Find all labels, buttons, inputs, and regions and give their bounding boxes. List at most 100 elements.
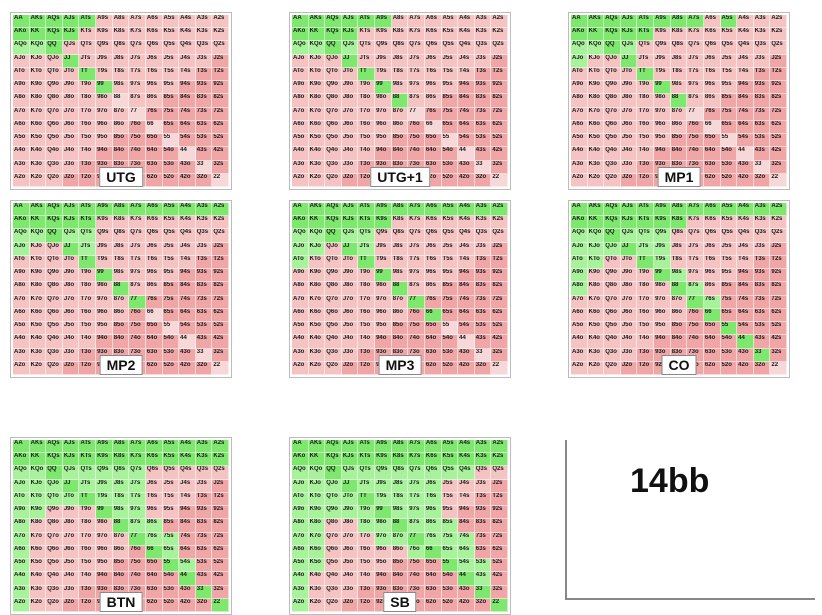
hand-label: 76s — [704, 295, 715, 302]
hand-cell: 94s — [179, 81, 196, 95]
hand-label: 72s — [492, 532, 503, 539]
hand-label: 65o — [146, 134, 158, 141]
hand-label: Q6s — [146, 229, 159, 236]
hand-cell: 52s — [212, 134, 229, 148]
hand-label: KTo — [30, 255, 42, 262]
hand-cell: 66 — [424, 120, 442, 135]
hand-cell: 22 — [491, 173, 508, 187]
hand-label: J8s — [113, 54, 124, 61]
hand-cell: 87o — [112, 532, 130, 546]
hand-cell: KQo — [587, 229, 605, 243]
hand-label: QTo — [47, 255, 59, 262]
hand-cell: 32s — [491, 160, 508, 174]
hand-cell: KTs — [79, 453, 97, 467]
hand-cell: K2s — [212, 216, 229, 230]
hand-label: K8o — [309, 519, 321, 526]
hand-label: KK — [309, 28, 319, 35]
hand-label: QJo — [47, 54, 59, 61]
hand-cell: 82s — [770, 282, 787, 296]
hand-cell: JJ — [62, 242, 80, 256]
hand-label: J8s — [392, 242, 403, 249]
hand-cell: J5o — [62, 559, 80, 573]
hand-cell: A9o — [292, 506, 309, 520]
hand-cell: AQs — [325, 203, 342, 217]
hand-label: 62o — [425, 173, 437, 180]
hand-cell: 22 — [491, 598, 508, 612]
hand-cell: Q5s — [720, 41, 738, 55]
hand-cell: T3s — [474, 67, 492, 82]
hand-label: A3s — [475, 440, 487, 446]
hand-cell: T6s — [703, 255, 721, 270]
hand-cell: 73s — [195, 107, 213, 121]
hand-label: J7s — [130, 242, 141, 249]
hand-cell: A6s — [424, 440, 442, 454]
hand-cell: K4o — [29, 572, 47, 586]
hand-cell: QTs — [637, 229, 655, 243]
hand-label: 84s — [180, 282, 191, 289]
hand-cell: J5o — [620, 322, 638, 336]
hand-label: K6o — [30, 545, 42, 552]
hand-label: T4s — [459, 255, 470, 262]
hand-label: 99 — [655, 269, 662, 276]
hand-cell: 54o — [162, 572, 180, 586]
hand-label: 96s — [425, 269, 436, 276]
hand-label: 62s — [492, 120, 503, 127]
hand-label: 54o — [163, 335, 174, 342]
hand-cell: J8o — [620, 94, 638, 108]
hand-label: 77 — [409, 107, 416, 114]
hand-label: T4o — [80, 147, 92, 154]
hand-label: J2s — [213, 242, 224, 249]
hand-cell: KTo — [587, 255, 605, 270]
hand-label: Q8o — [47, 94, 59, 101]
hand-label: AKo — [14, 216, 27, 223]
hand-cell: 53s — [474, 134, 492, 148]
hand-label: K9s — [655, 216, 667, 223]
hand-label: A6s — [704, 15, 716, 21]
hand-cell: AQo — [13, 229, 30, 243]
hand-cell: Q8o — [46, 282, 63, 296]
hand-cell: QTs — [358, 41, 376, 55]
hand-cell: J4o — [341, 147, 359, 161]
hand-cell: AJs — [341, 440, 359, 454]
hand-label: A8o — [293, 94, 305, 101]
hand-cell: K9s — [96, 453, 113, 467]
hand-cell: K8o — [29, 94, 47, 108]
hand-label: A2s — [213, 203, 225, 209]
hand-label: K5s — [163, 28, 175, 35]
hand-cell: T2s — [212, 492, 229, 507]
hand-cell: T5s — [441, 67, 459, 82]
hand-label: KJo — [309, 479, 321, 486]
hand-cell: KTo — [29, 67, 47, 82]
hand-label: K4o — [30, 335, 42, 342]
hand-label: A6s — [146, 15, 158, 21]
hand-cell: 85s — [162, 519, 180, 533]
hand-cell: Q3o — [46, 160, 63, 174]
hand-label: Q3o — [47, 585, 59, 592]
hand-cell: TT — [358, 492, 376, 507]
hand-label: K3o — [309, 160, 321, 167]
hand-cell: 75o — [129, 322, 146, 336]
hand-label: Q4o — [326, 335, 338, 342]
hand-cell: 66 — [424, 545, 442, 560]
hand-cell: K2o — [308, 598, 326, 612]
hand-label: Q7o — [47, 532, 59, 539]
hand-cell: 32s — [770, 160, 787, 174]
hand-label: JTo — [63, 492, 75, 499]
hand-cell: 52s — [212, 322, 229, 336]
hand-cell: A4o — [292, 572, 309, 586]
hand-label: T9o — [80, 506, 92, 513]
hand-cell: T9o — [358, 269, 376, 283]
hand-cell: T8s — [112, 67, 130, 82]
hand-cell: T6s — [424, 492, 442, 507]
hand-cell: KTo — [29, 255, 47, 270]
hand-cell: 65s — [441, 120, 459, 135]
hand-label: K6s — [425, 28, 437, 35]
hand-cell: 87o — [112, 107, 130, 121]
hand-label: 97o — [97, 107, 108, 114]
hand-cell: 76s — [145, 532, 163, 546]
hand-cell: 92s — [491, 81, 508, 95]
hand-label: 98s — [392, 269, 403, 276]
hand-cell: AA — [292, 15, 309, 29]
hand-label: Q7o — [47, 107, 59, 114]
hand-cell: QTs — [358, 466, 376, 480]
